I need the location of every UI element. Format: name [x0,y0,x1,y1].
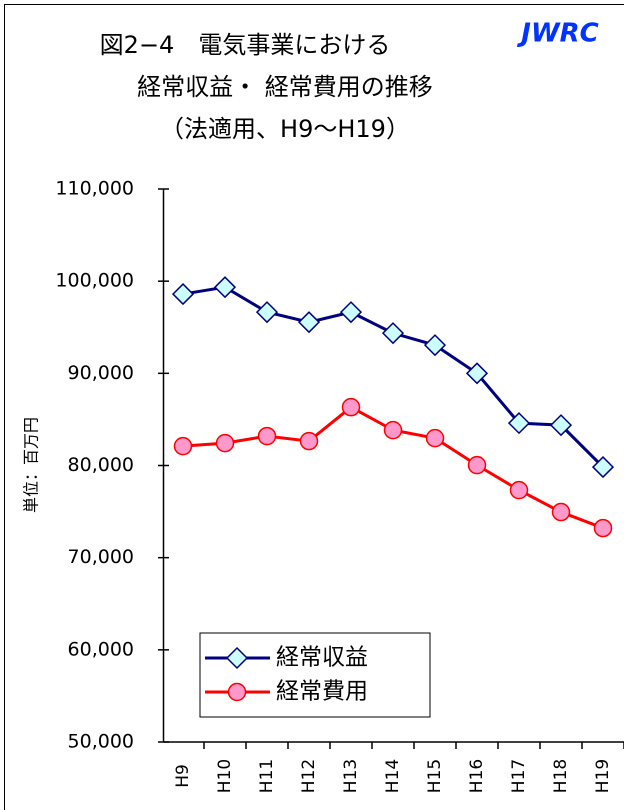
legend-marker [227,682,247,702]
y-tick-label: 70,000 [68,546,134,568]
marker [549,414,573,437]
marker [213,276,237,299]
marker [507,412,531,435]
x-tick-label: H12 [299,759,319,793]
x-tick-label: H18 [551,759,571,793]
marker [339,301,363,324]
legend-label: 経常費用 [276,679,368,705]
marker [593,518,613,538]
y-tick-label: 80,000 [68,454,134,476]
marker [383,420,403,440]
marker [173,436,193,456]
legend-label: 経常収益 [276,645,368,671]
marker [255,301,279,324]
marker [297,311,321,334]
legend-marker [225,646,249,670]
marker [257,426,277,446]
marker [465,362,489,385]
x-tick-label: H11 [257,759,277,793]
marker [551,502,571,522]
marker [341,397,361,417]
x-tick-label: H9 [173,764,193,788]
x-tick-label: H14 [383,759,403,793]
marker [171,283,195,306]
frame [4,4,624,810]
x-tick-label: H10 [215,759,235,793]
y-tick-label: 100,000 [55,270,134,292]
marker [423,334,447,357]
legend [199,632,431,718]
x-tick-label: H13 [341,759,361,793]
chart-title: 図2−4 電気事業における [100,31,391,59]
marker [299,431,319,451]
marker [381,322,405,345]
x-tick-label: H15 [425,759,445,793]
x-tick-label: H19 [593,759,613,793]
y-tick-label: 90,000 [68,362,134,384]
y-tick-label: 110,000 [55,178,134,200]
marker [215,433,235,453]
marker [591,456,615,479]
x-tick-label: H17 [509,759,529,793]
chart-subtitle: （法適用、H9〜H19） [160,115,410,143]
chart-subtitle: 経常収益・ 経常費用の推移 [137,73,433,101]
marker [425,428,445,448]
brand: JWRC [516,19,598,49]
y-axis-label: 単位：百万円 [22,417,41,513]
marker [467,455,487,475]
y-tick-label: 50,000 [68,731,134,753]
x-tick-label: H16 [467,759,487,793]
marker [509,480,529,500]
y-tick-label: 60,000 [68,638,134,660]
